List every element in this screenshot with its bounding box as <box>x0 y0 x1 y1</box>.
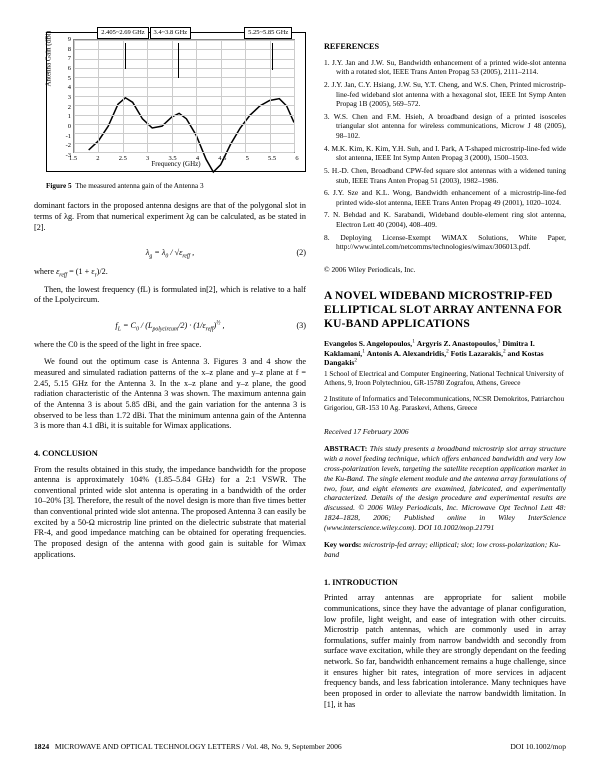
equation-2: λg = λ0 / √εreff ,(2) <box>34 248 306 259</box>
equation-3: fL = C0 / (Lpolycircum/2) · (1/εreff)½ ,… <box>34 321 306 332</box>
references-list: 1. J.Y. Jan and J.W. Su, Bandwidth enhan… <box>324 58 566 255</box>
reference-item: 4. M.K. Kim, K. Kim, Y.H. Suh, and I. Pa… <box>324 144 566 163</box>
para-where: where εreff = (1 + εr)/2. <box>34 267 306 278</box>
reference-item: 8. Deploying License-Exempt WiMAX Soluti… <box>324 233 566 252</box>
reference-item: 6. J.Y. Sze and K.L. Wong, Bandwidth enh… <box>324 188 566 207</box>
heading-introduction: 1. INTRODUCTION <box>324 578 566 589</box>
page-columns: Antenna Gain (dBi) Frequency (GHz) 1.522… <box>34 32 566 730</box>
copyright-line: © 2006 Wiley Periodicals, Inc. <box>324 265 566 275</box>
heading-references: REFERENCES <box>324 42 566 53</box>
para-lowest-freq: Then, the lowest frequency (fL) is formu… <box>34 285 306 306</box>
page-footer: 1824 MICROWAVE AND OPTICAL TECHNOLOGY LE… <box>34 738 566 752</box>
authors: Evangelos S. Angelopoulos,1 Argyris Z. A… <box>324 339 566 369</box>
reference-item: 2. J.Y. Jan, C.Y. Hsiang, J.W. Su, Y.T. … <box>324 80 566 109</box>
para-optimum: We found out the optimum case is Antenna… <box>34 357 306 432</box>
journal-info: MICROWAVE AND OPTICAL TECHNOLOGY LETTERS… <box>55 742 342 751</box>
right-column: REFERENCES 1. J.Y. Jan and J.W. Su, Band… <box>324 32 566 730</box>
para-c0: where the C0 is the speed of the light i… <box>34 340 306 351</box>
page-number: 1824 <box>34 742 49 751</box>
reference-item: 7. N. Behdad and K. Sarabandi, Wideband … <box>324 210 566 229</box>
doi: DOI 10.1002/mop <box>510 742 566 752</box>
abstract: ABSTRACT: This study presents a broadban… <box>324 444 566 533</box>
affiliation-1: 1 School of Electrical and Computer Engi… <box>324 370 566 388</box>
antenna-gain-chart: Antenna Gain (dBi) Frequency (GHz) 1.522… <box>46 32 306 172</box>
left-column: Antenna Gain (dBi) Frequency (GHz) 1.522… <box>34 32 306 730</box>
chart-plot-area <box>73 39 295 153</box>
keywords: Key words: microstrip-fed array; ellipti… <box>324 540 566 560</box>
reference-item: 1. J.Y. Jan and J.W. Su, Bandwidth enhan… <box>324 58 566 77</box>
article-title: A NOVEL WIDEBAND MICROSTRIP-FED ELLIPTIC… <box>324 289 566 332</box>
chart-svg <box>74 40 294 260</box>
received-date: Received 17 February 2006 <box>324 427 566 437</box>
reference-item: 5. H.-D. Chen, Broadband CPW-fed square … <box>324 166 566 185</box>
para-intro: Printed array antennas are appropriate f… <box>324 593 566 710</box>
affiliation-2: 2 Institute of Informatics and Telecommu… <box>324 395 566 413</box>
reference-item: 3. W.S. Chen and F.M. Hsieh, A broadband… <box>324 112 566 141</box>
para-conclusion: From the results obtained in this study,… <box>34 465 306 561</box>
heading-conclusion: 4. CONCLUSION <box>34 449 306 460</box>
chart-ylabel: Antenna Gain (dBi) <box>44 31 53 87</box>
